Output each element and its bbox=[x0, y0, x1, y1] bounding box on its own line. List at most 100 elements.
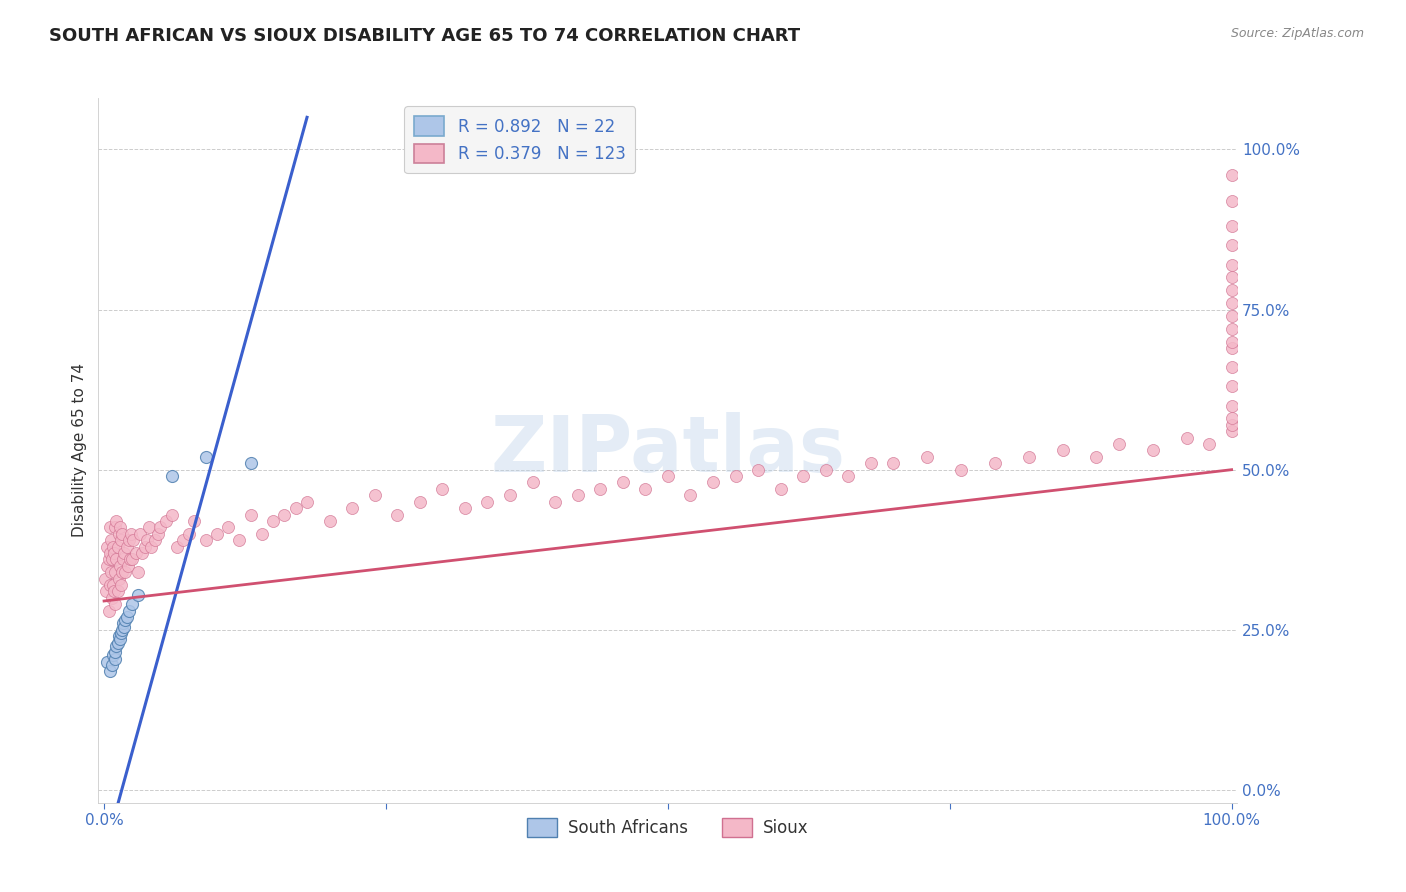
Point bbox=[837, 469, 859, 483]
Point bbox=[118, 604, 141, 618]
Point bbox=[115, 610, 138, 624]
Point bbox=[166, 540, 188, 554]
Point bbox=[567, 488, 589, 502]
Point bbox=[121, 552, 143, 566]
Point bbox=[814, 463, 837, 477]
Point bbox=[262, 514, 284, 528]
Point bbox=[98, 665, 121, 679]
Text: Source: ZipAtlas.com: Source: ZipAtlas.com bbox=[1230, 27, 1364, 40]
Point bbox=[1220, 341, 1243, 355]
Point bbox=[160, 508, 183, 522]
Point bbox=[110, 578, 132, 592]
Point bbox=[183, 514, 205, 528]
Point bbox=[792, 469, 814, 483]
Point bbox=[122, 533, 145, 548]
Point bbox=[111, 526, 134, 541]
Point bbox=[101, 658, 124, 673]
Point bbox=[950, 463, 973, 477]
Point bbox=[121, 597, 143, 611]
Point bbox=[101, 540, 124, 554]
Point bbox=[273, 508, 295, 522]
Point bbox=[114, 613, 136, 627]
Point bbox=[724, 469, 747, 483]
Point bbox=[108, 558, 131, 573]
Point bbox=[118, 552, 141, 566]
Legend: South Africans, Sioux: South Africans, Sioux bbox=[520, 811, 815, 844]
Point bbox=[112, 552, 135, 566]
Point bbox=[127, 588, 149, 602]
Point bbox=[747, 463, 769, 477]
Point bbox=[110, 533, 132, 548]
Point bbox=[1175, 431, 1198, 445]
Point bbox=[96, 655, 118, 669]
Point bbox=[1108, 437, 1130, 451]
Point bbox=[127, 565, 149, 579]
Point bbox=[101, 552, 124, 566]
Point bbox=[1220, 399, 1243, 413]
Point bbox=[98, 578, 121, 592]
Point bbox=[141, 540, 163, 554]
Point bbox=[1220, 194, 1243, 208]
Point bbox=[657, 469, 679, 483]
Point bbox=[769, 482, 792, 496]
Point bbox=[143, 533, 166, 548]
Point bbox=[1220, 238, 1243, 252]
Point bbox=[120, 526, 142, 541]
Point bbox=[98, 546, 121, 560]
Point bbox=[1220, 296, 1243, 310]
Point bbox=[194, 533, 217, 548]
Point bbox=[107, 584, 129, 599]
Point bbox=[107, 526, 129, 541]
Point bbox=[111, 565, 134, 579]
Point bbox=[94, 572, 117, 586]
Point bbox=[112, 619, 135, 633]
Point bbox=[177, 526, 200, 541]
Point bbox=[387, 508, 409, 522]
Point bbox=[112, 546, 135, 560]
Point bbox=[340, 501, 363, 516]
Point bbox=[1220, 309, 1243, 323]
Point bbox=[97, 604, 120, 618]
Point bbox=[108, 520, 131, 534]
Point bbox=[117, 558, 139, 573]
Point bbox=[1220, 168, 1243, 182]
Point bbox=[544, 494, 567, 508]
Y-axis label: Disability Age 65 to 74: Disability Age 65 to 74 bbox=[72, 363, 87, 538]
Point bbox=[1018, 450, 1040, 464]
Point bbox=[284, 501, 307, 516]
Point bbox=[148, 526, 170, 541]
Point bbox=[104, 651, 127, 665]
Point bbox=[114, 565, 136, 579]
Point bbox=[107, 635, 129, 649]
Point bbox=[239, 456, 262, 470]
Point bbox=[1052, 443, 1074, 458]
Point bbox=[107, 540, 129, 554]
Point bbox=[124, 546, 146, 560]
Point bbox=[112, 616, 135, 631]
Point bbox=[101, 591, 124, 605]
Point bbox=[100, 533, 122, 548]
Point bbox=[96, 540, 118, 554]
Point bbox=[110, 626, 132, 640]
Point bbox=[1220, 334, 1243, 349]
Point bbox=[228, 533, 250, 548]
Point bbox=[134, 540, 156, 554]
Point bbox=[702, 475, 724, 490]
Point bbox=[107, 629, 129, 643]
Point bbox=[363, 488, 385, 502]
Point bbox=[1220, 258, 1243, 272]
Point bbox=[107, 572, 129, 586]
Point bbox=[1220, 322, 1243, 336]
Point bbox=[454, 501, 477, 516]
Point bbox=[882, 456, 904, 470]
Point bbox=[915, 450, 938, 464]
Point bbox=[634, 482, 657, 496]
Point bbox=[98, 520, 121, 534]
Point bbox=[295, 494, 318, 508]
Point bbox=[105, 552, 128, 566]
Point bbox=[432, 482, 454, 496]
Point bbox=[1220, 417, 1243, 432]
Point bbox=[1220, 360, 1243, 375]
Point bbox=[409, 494, 432, 508]
Point bbox=[318, 514, 340, 528]
